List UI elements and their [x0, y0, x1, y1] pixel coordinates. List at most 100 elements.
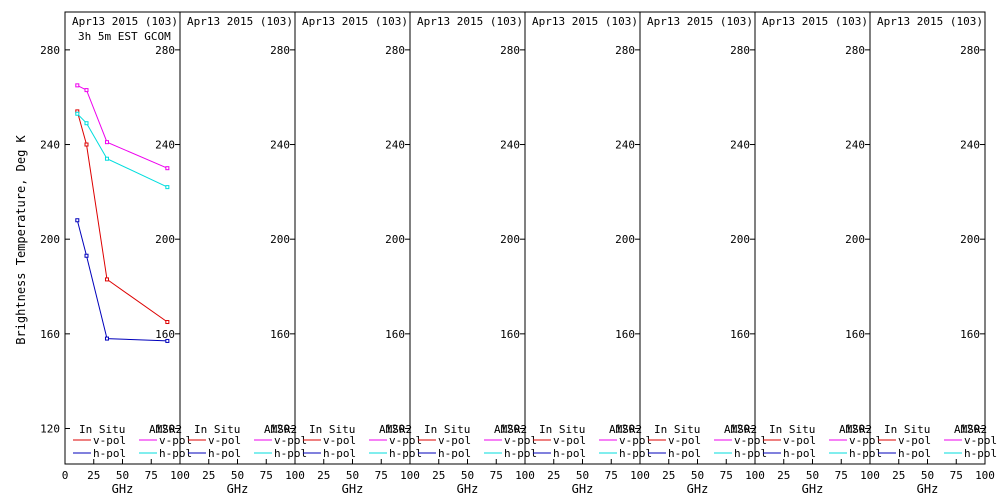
- panel-4-legend-header-insitu: In Situ: [424, 423, 470, 436]
- panel-1-legend-label-insitu-h: h-pol: [93, 447, 126, 460]
- panel-1-legend-header-insitu: In Situ: [79, 423, 125, 436]
- panel-2-ytick-label: 200: [270, 233, 290, 246]
- panel-2-x-axis-label: GHz: [227, 482, 249, 496]
- panel-1-series-point-2: [75, 218, 80, 223]
- panel-4-x-axis-label: GHz: [457, 482, 479, 496]
- panel-3-ytick-label: 240: [385, 139, 405, 152]
- panel-3-xtick-label: 100: [400, 469, 420, 482]
- panel-6-xtick-label: 75: [720, 469, 733, 482]
- panel-3-legend-header-insitu: In Situ: [309, 423, 355, 436]
- panel-5-xtick-label: 50: [576, 469, 589, 482]
- panel-2-legend-header-amsr2: AMSR2: [264, 423, 297, 436]
- panel-1-series-point-3: [104, 140, 109, 145]
- panel-8-x-axis-label: GHz: [917, 482, 939, 496]
- panel-5-ytick-label: 240: [615, 139, 635, 152]
- panel-6-legend-header-insitu: In Situ: [654, 423, 700, 436]
- left-ytick-label: 200: [40, 233, 60, 246]
- panel-4-legend-header-amsr2: AMSR2: [494, 423, 527, 436]
- panel-8-legend-label-insitu-v: v-pol: [898, 434, 931, 447]
- panel-4-ytick-label: 200: [500, 233, 520, 246]
- panel-7-legend-header-insitu: In Situ: [769, 423, 815, 436]
- panel-3-title: Apr13 2015 (103): [302, 15, 408, 28]
- left-ytick-label: 160: [40, 328, 60, 341]
- left-ytick-label: 240: [40, 139, 60, 152]
- panel-8-xtick-label: 100: [975, 469, 995, 482]
- panel-7-x-axis-label: GHz: [802, 482, 824, 496]
- panel-6-ytick-label: 160: [730, 328, 750, 341]
- panel-6-title: Apr13 2015 (103): [647, 15, 753, 28]
- panel-7-legend-label-insitu-v: v-pol: [783, 434, 816, 447]
- panel-2-legend-label-insitu-h: h-pol: [208, 447, 241, 460]
- panel-6-ytick-label: 120: [730, 423, 750, 436]
- panel-4-legend-label-insitu-h: h-pol: [438, 447, 471, 460]
- panel-1-series-line-1: [76, 111, 168, 323]
- panel-6-ytick-label: 280: [730, 44, 750, 57]
- panel-1-series-point-4: [84, 121, 89, 126]
- panel-5-legend-header-amsr2: AMSR2: [609, 423, 642, 436]
- panel-7-xtick-label: 25: [777, 469, 790, 482]
- panel-2-xtick-label: 50: [231, 469, 244, 482]
- panel-1-ytick-label: 240: [155, 139, 175, 152]
- panel-2-xtick-label: 100: [285, 469, 305, 482]
- panel-1-series-point-3: [165, 166, 170, 171]
- panel-6-ytick-label: 200: [730, 233, 750, 246]
- panel-3-x-axis-label: GHz: [342, 482, 364, 496]
- panel-6-legend-header-amsr2: AMSR2: [724, 423, 757, 436]
- panel-8-ytick-label: 120: [960, 423, 980, 436]
- panel-7-xtick-label: 50: [806, 469, 819, 482]
- panel-7-legend-label-insitu-h: h-pol: [783, 447, 816, 460]
- panel-7-ytick-label: 160: [845, 328, 865, 341]
- panel-1-ytick-label: 280: [155, 44, 175, 57]
- panel-2-xtick-label: 75: [260, 469, 273, 482]
- panel-1-ytick-label: 200: [155, 233, 175, 246]
- panel-7-legend-header-amsr2: AMSR2: [839, 423, 872, 436]
- panel-2-ytick-label: 120: [270, 423, 290, 436]
- panel-7-legend-label-amsr2-v: v-pol: [849, 434, 882, 447]
- panel-8-ytick-label: 280: [960, 44, 980, 57]
- panel-5-ytick-label: 200: [615, 233, 635, 246]
- panel-4-ytick-label: 240: [500, 139, 520, 152]
- panel-5-xtick-label: 100: [630, 469, 650, 482]
- panel-3-ytick-label: 280: [385, 44, 405, 57]
- panel-1-series-point-4: [75, 111, 80, 116]
- panel-5-x-axis-label: GHz: [572, 482, 594, 496]
- panel-6-legend-label-amsr2-h: h-pol: [734, 447, 767, 460]
- panel-3-legend-label-insitu-h: h-pol: [323, 447, 356, 460]
- panel-8-title: Apr13 2015 (103): [877, 15, 983, 28]
- panel-7-title: Apr13 2015 (103): [762, 15, 868, 28]
- panel-3-ytick-label: 120: [385, 423, 405, 436]
- panel-7-ytick-label: 240: [845, 139, 865, 152]
- panel-1-series-point-1: [165, 320, 170, 325]
- panel-1-legend-label-amsr2-v: v-pol: [159, 434, 192, 447]
- panel-8-ytick-label: 240: [960, 139, 980, 152]
- panel-2-legend-label-insitu-v: v-pol: [208, 434, 241, 447]
- panel-2-legend-header-insitu: In Situ: [194, 423, 240, 436]
- panel-5-legend-header-insitu: In Situ: [539, 423, 585, 436]
- panel-5-legend-label-insitu-h: h-pol: [553, 447, 586, 460]
- panel-4-ytick-label: 280: [500, 44, 520, 57]
- panel-1-xtick-label: 50: [116, 469, 129, 482]
- panel-6-xtick-label: 50: [691, 469, 704, 482]
- panel-1-title: Apr13 2015 (103): [72, 15, 178, 28]
- panel-1-legend-header-amsr2: AMSR2: [149, 423, 182, 436]
- panel-2-title: Apr13 2015 (103): [187, 15, 293, 28]
- panel-5-legend-label-insitu-v: v-pol: [553, 434, 586, 447]
- panel-4-xtick-label: 75: [490, 469, 503, 482]
- panel-6-legend-label-insitu-v: v-pol: [668, 434, 701, 447]
- panel-1-series-point-1: [84, 142, 89, 147]
- panel-1-ytick-label: 120: [155, 423, 175, 436]
- panel-1-series-line-2: [76, 220, 168, 342]
- panel-1-series-line-4: [76, 113, 168, 188]
- panel-1-ytick-label: 160: [155, 328, 175, 341]
- panel-1-xtick-label: 75: [145, 469, 158, 482]
- panel-7-legend-label-amsr2-h: h-pol: [849, 447, 882, 460]
- panel-8-ytick-label: 200: [960, 233, 980, 246]
- panel-1-series-point-2: [104, 336, 109, 341]
- panel-3-xtick-label: 25: [317, 469, 330, 482]
- panel-4-title: Apr13 2015 (103): [417, 15, 523, 28]
- panel-1-series-point-4: [165, 185, 170, 190]
- panel-4-xtick-label: 100: [515, 469, 535, 482]
- panel-8-legend-label-insitu-h: h-pol: [898, 447, 931, 460]
- panel-4-legend-label-insitu-v: v-pol: [438, 434, 471, 447]
